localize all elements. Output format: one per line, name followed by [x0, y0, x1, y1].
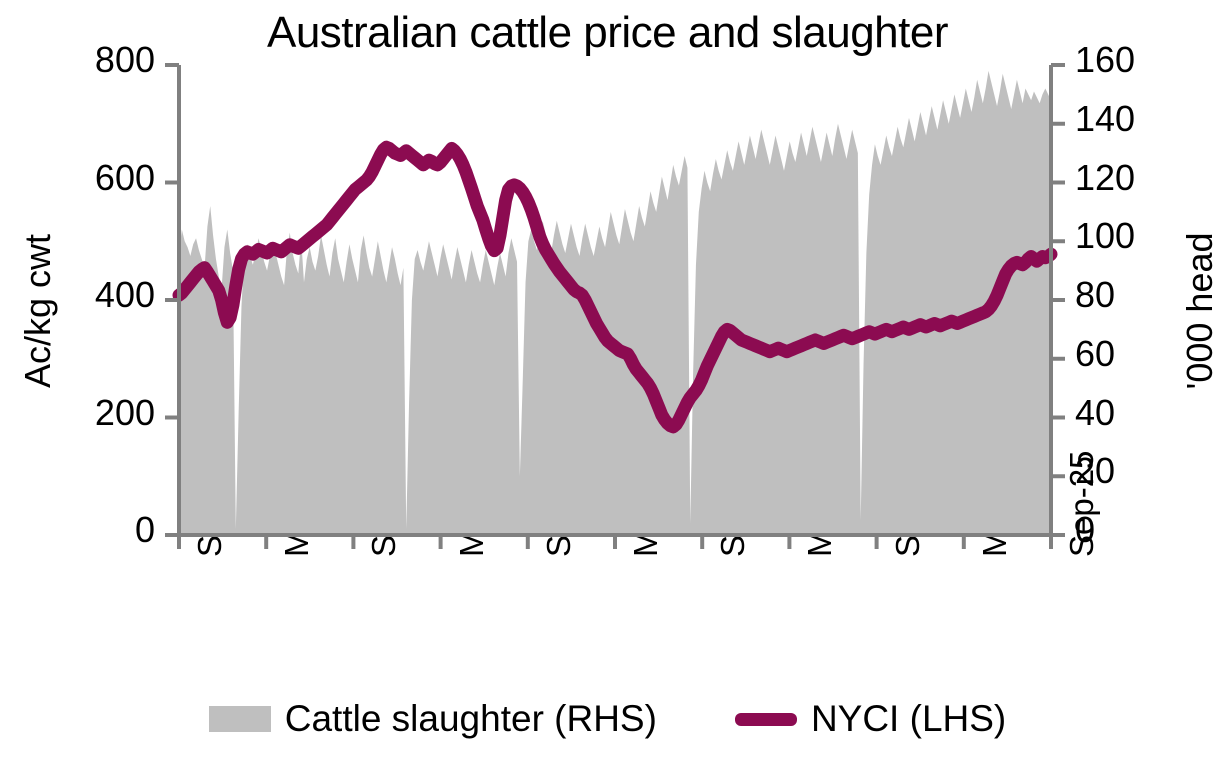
series-line-nyci — [172, 140, 1058, 434]
legend-item-nyci[interactable]: NYCI (LHS) — [734, 698, 1007, 740]
line-swatch-icon — [734, 712, 797, 726]
y-axis-left-tick-label: 800 — [94, 39, 155, 80]
y-axis-right-tick-label: 160 — [1075, 39, 1136, 80]
area-swatch-icon — [208, 706, 271, 732]
series-area-cattle-slaughter — [179, 70, 1051, 535]
y-axis-right-tick-label: 100 — [1075, 215, 1136, 257]
y-axis-right-tick-label: 80 — [1075, 274, 1116, 315]
chart-title: Australian cattle price and slaughter — [266, 8, 949, 57]
legend-label-slaughter: Cattle slaughter (RHS) — [284, 698, 657, 739]
y-axis-left-tick-label: 600 — [94, 156, 155, 198]
legend-item-slaughter[interactable]: Cattle slaughter (RHS) — [208, 698, 657, 740]
y-axis-left-tick-label: 200 — [94, 391, 155, 433]
y-axis-right-tick-label: 120 — [1075, 156, 1136, 198]
y-axis-right-tick-label: 20 — [1075, 450, 1116, 492]
y-axis-right-tick-label: 40 — [1075, 391, 1116, 433]
legend-label-nyci: NYCI (LHS) — [810, 698, 1007, 739]
y-axis-right-tick-label: 60 — [1075, 332, 1116, 374]
y-axis-right-tick-label: 140 — [1075, 97, 1136, 139]
y-axis-left-tick-label: 400 — [94, 274, 155, 315]
y-axis-right-tick-label: 0 — [1075, 509, 1096, 550]
chart-legend: Cattle slaughter (RHS) NYCI (LHS) — [0, 698, 1215, 740]
y-axis-left-tick-label: 0 — [134, 509, 155, 550]
